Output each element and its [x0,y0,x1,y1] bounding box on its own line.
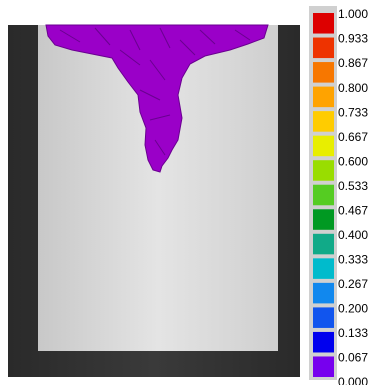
colorbar-swatch [313,307,334,328]
colorbar-label: 0.200 [338,302,368,316]
colorbar-swatch [313,234,334,255]
colorbar-label: 0.867 [338,56,368,70]
colorbar-label: 1.000 [338,7,368,21]
colorbar-label: 0.467 [338,203,368,217]
colorbar-label: 0.733 [338,105,368,119]
scene: 1.000 0.933 0.867 0.800 0.733 0.667 0.600 0.533… [0,0,374,385]
colorbar-swatch [313,258,334,279]
colorbar-label: 0.333 [338,253,368,267]
colorbar-swatch [313,62,334,83]
colorbar-swatch [313,356,334,377]
colorbar-swatch [313,38,334,59]
colorbar-swatch [313,185,334,206]
colorbar-swatch [313,160,334,181]
colorbar-label: 0.000 [338,375,368,385]
colorbar-swatch [313,13,334,34]
colorbar-label: 0.533 [338,179,368,193]
colorbar-swatch [313,136,334,157]
colorbar-swatch [313,111,334,132]
colorbar-label: 0.133 [338,326,368,340]
colorbar-label: 0.600 [338,154,368,168]
colorbar-label: 0.667 [338,130,368,144]
colorbar-label: 0.067 [338,351,368,365]
colorbar-label: 0.400 [338,228,368,242]
colorbar-label: 0.267 [338,277,368,291]
colorbar-swatch [313,332,334,353]
colorbar-label: 0.800 [338,81,368,95]
colorbar-swatch [313,283,334,304]
colorbar-swatch [313,87,334,108]
colorbar-swatch [313,209,334,230]
colorbar-label: 0.933 [338,32,368,46]
